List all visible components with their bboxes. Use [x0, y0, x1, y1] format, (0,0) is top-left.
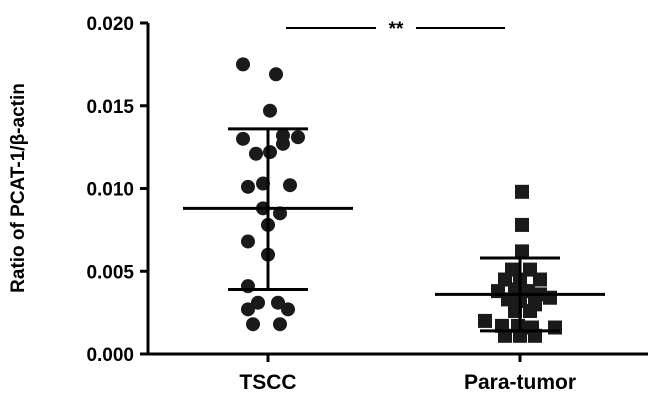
y-axis-label: Ratio of PCAT-1/β-actin — [8, 83, 29, 293]
para-tumor-point — [515, 244, 529, 259]
tscc-point — [236, 57, 250, 72]
tscc-point — [241, 279, 255, 294]
para-tumor-point — [543, 290, 557, 305]
tscc-point — [291, 130, 305, 145]
para-tumor-point — [548, 320, 562, 335]
tscc-point — [271, 295, 285, 310]
tscc-point — [246, 317, 260, 332]
tscc-point — [241, 179, 255, 194]
para-tumor-point — [515, 217, 529, 232]
tscc-point — [273, 317, 287, 332]
tscc-point — [263, 103, 277, 118]
significance-stars: ** — [389, 19, 404, 40]
mean-sd-bars — [183, 127, 605, 333]
y-tick-label: 0.010 — [86, 180, 134, 201]
para-tumor-point — [533, 272, 547, 287]
tscc-point — [251, 295, 265, 310]
tscc-point — [241, 234, 255, 249]
tscc-point — [241, 302, 255, 317]
para-tumor-point — [478, 313, 492, 328]
chart-marks — [236, 57, 562, 343]
tscc-point — [281, 302, 295, 317]
tscc-point — [283, 178, 297, 193]
tscc-point — [276, 136, 290, 151]
tscc-point — [236, 131, 250, 146]
x-tick-label: TSCC — [239, 371, 296, 394]
para-tumor-point — [523, 303, 537, 318]
tscc-point — [249, 146, 263, 161]
y-tick-label: 0.005 — [86, 262, 134, 283]
tscc-point — [263, 145, 277, 160]
tscc-point — [269, 67, 283, 82]
y-tick-label: 0.015 — [86, 97, 134, 118]
y-tick-label: 0.000 — [86, 345, 134, 366]
y-tick-label: 0.020 — [86, 14, 134, 35]
axes: 0.000 0.005 0.010 0.015 0.020 TSCC Para-tumor — [86, 14, 648, 394]
para-tumor-point — [515, 184, 529, 199]
x-tick-label: Para-tumor — [464, 371, 576, 394]
significance-annotation: ** — [286, 19, 505, 40]
